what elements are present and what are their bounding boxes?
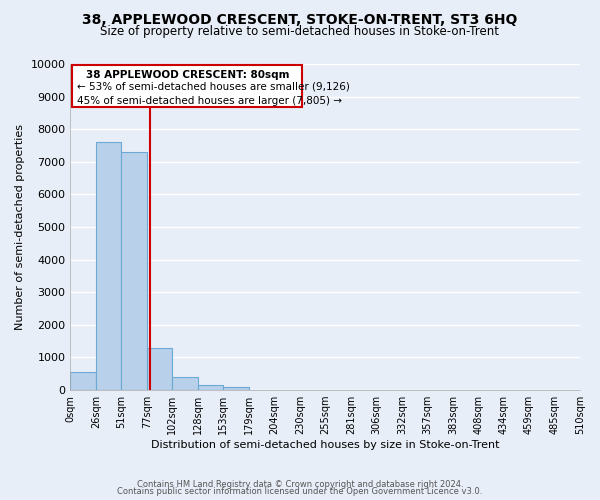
Bar (97, 142, 121, 390)
Y-axis label: Number of semi-detached properties: Number of semi-detached properties (15, 124, 25, 330)
FancyBboxPatch shape (73, 64, 302, 107)
X-axis label: Distribution of semi-detached houses by size in Stoke-on-Trent: Distribution of semi-detached houses by … (151, 440, 499, 450)
Text: Contains HM Land Registry data © Crown copyright and database right 2024.: Contains HM Land Registry data © Crown c… (137, 480, 463, 489)
Bar (70, 372, 97, 390)
Bar (148, 348, 172, 390)
Bar (223, 388, 249, 390)
Bar (172, 377, 199, 390)
Bar (121, 152, 148, 390)
Text: Size of property relative to semi-detached houses in Stoke-on-Trent: Size of property relative to semi-detach… (101, 25, 499, 38)
Text: 45% of semi-detached houses are larger (7,805) →: 45% of semi-detached houses are larger (… (77, 96, 343, 106)
Text: 38 APPLEWOOD CRESCENT: 80sqm: 38 APPLEWOOD CRESCENT: 80sqm (86, 70, 289, 80)
Text: ← 53% of semi-detached houses are smaller (9,126): ← 53% of semi-detached houses are smalle… (77, 82, 350, 92)
Text: 38, APPLEWOOD CRESCENT, STOKE-ON-TRENT, ST3 6HQ: 38, APPLEWOOD CRESCENT, STOKE-ON-TRENT, … (82, 12, 518, 26)
Bar (199, 385, 223, 390)
Text: Contains public sector information licensed under the Open Government Licence v3: Contains public sector information licen… (118, 488, 482, 496)
